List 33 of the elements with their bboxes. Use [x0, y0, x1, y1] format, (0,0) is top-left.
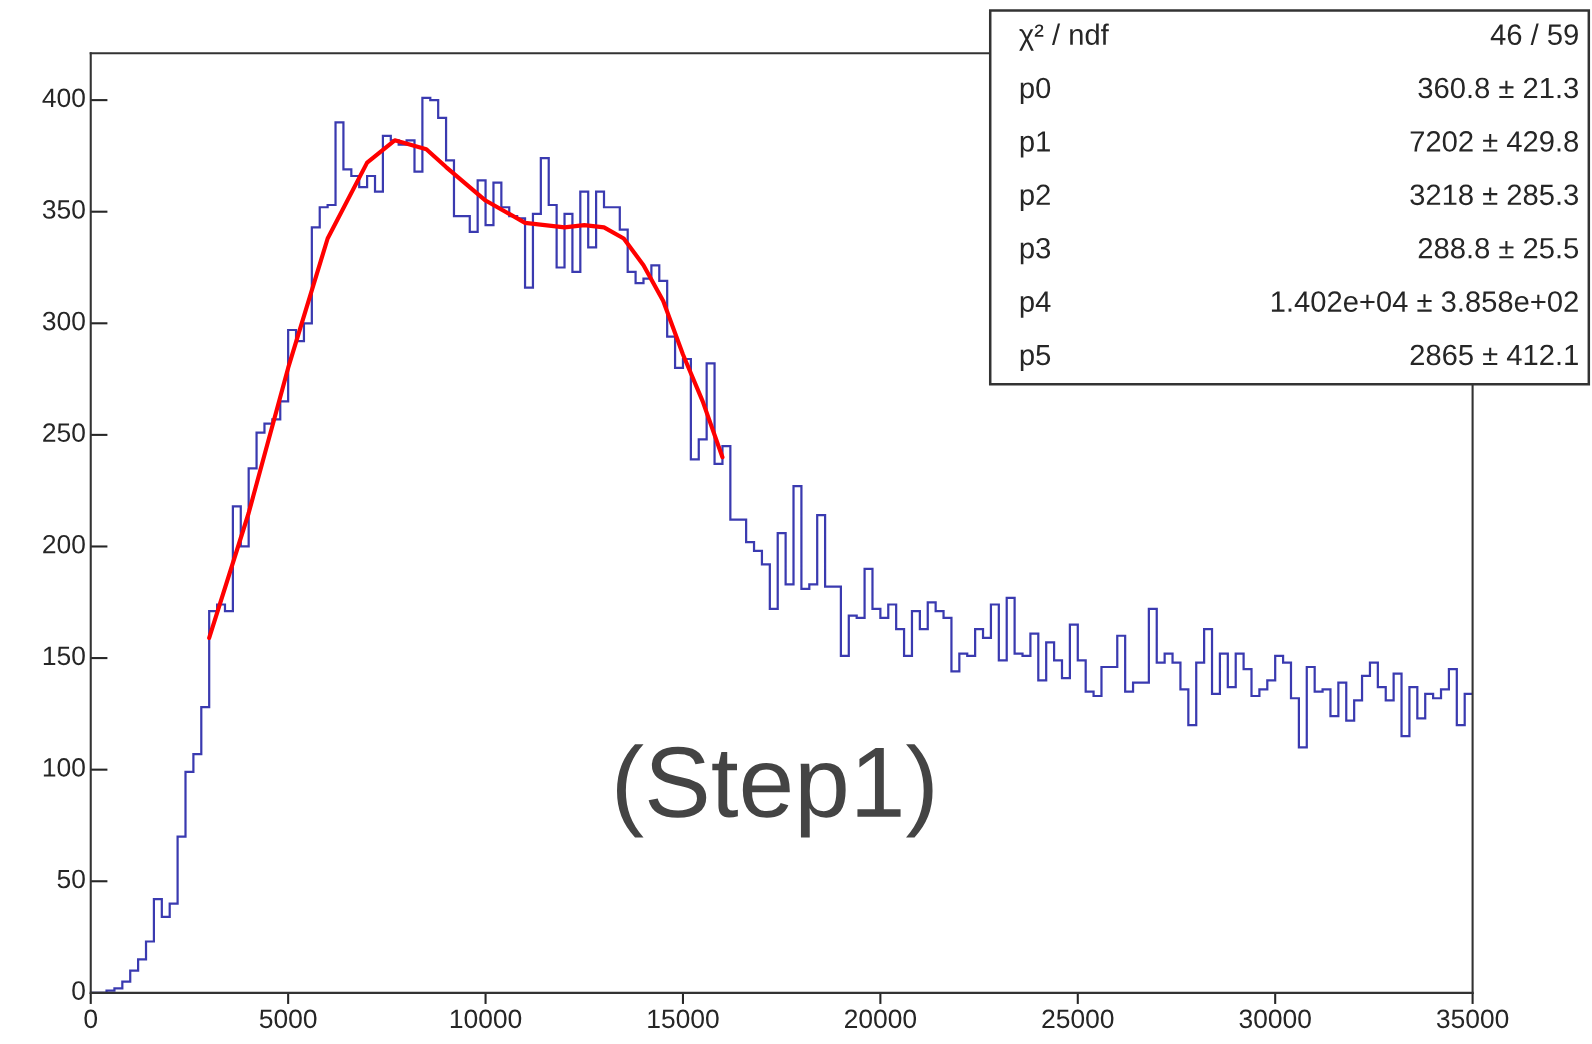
y-tick-label: 400 — [42, 88, 85, 108]
x-tick-label: 15000 — [648, 1009, 719, 1029]
x-tick-label: 30000 — [1239, 1009, 1311, 1029]
annotation: 288.8 ± 25.5 — [1418, 237, 1579, 259]
annotation: p4 — [1020, 291, 1051, 318]
y-tick-label: 250 — [43, 423, 85, 442]
x-tick-label: 25000 — [1042, 1009, 1114, 1029]
y-tick-label: 350 — [42, 200, 85, 219]
annotation: 3218 ± 285.3 — [1410, 184, 1578, 206]
annotation: p0 — [1020, 77, 1051, 105]
y-tick-label: 200 — [43, 534, 85, 554]
y-tick-label: 100 — [43, 758, 85, 777]
y-tick-label: 0 — [72, 981, 85, 1000]
annotation: p2 — [1020, 184, 1050, 211]
y-tick-label: 50 — [57, 869, 85, 889]
annotation: 1.402e+04 ± 3.858e+02 — [1271, 291, 1578, 312]
x-tick-label: 20000 — [845, 1009, 917, 1029]
annotation: 360.8 ± 21.3 — [1418, 77, 1578, 99]
annotation: p1 — [1020, 131, 1050, 158]
y-tick-label: 150 — [43, 646, 85, 666]
x-tick-label: 10000 — [450, 1009, 522, 1029]
annotation: 7202 ± 429.8 — [1410, 131, 1579, 152]
line-series — [207, 138, 725, 641]
annotation: p3 — [1020, 237, 1051, 265]
y-tick-label: 300 — [42, 311, 85, 331]
annotation: (Step1) — [617, 744, 933, 838]
x-tick-label: 0 — [84, 1009, 98, 1029]
x-tick-label: 35000 — [1436, 1009, 1509, 1029]
x-tick-label: 5000 — [259, 1009, 317, 1029]
annotation: p5 — [1020, 344, 1051, 372]
text: χ² / ndf — [1019, 23, 1109, 51]
annotation: 2865 ± 412.1 — [1410, 344, 1578, 366]
text: 46 / 59 — [1490, 23, 1578, 45]
